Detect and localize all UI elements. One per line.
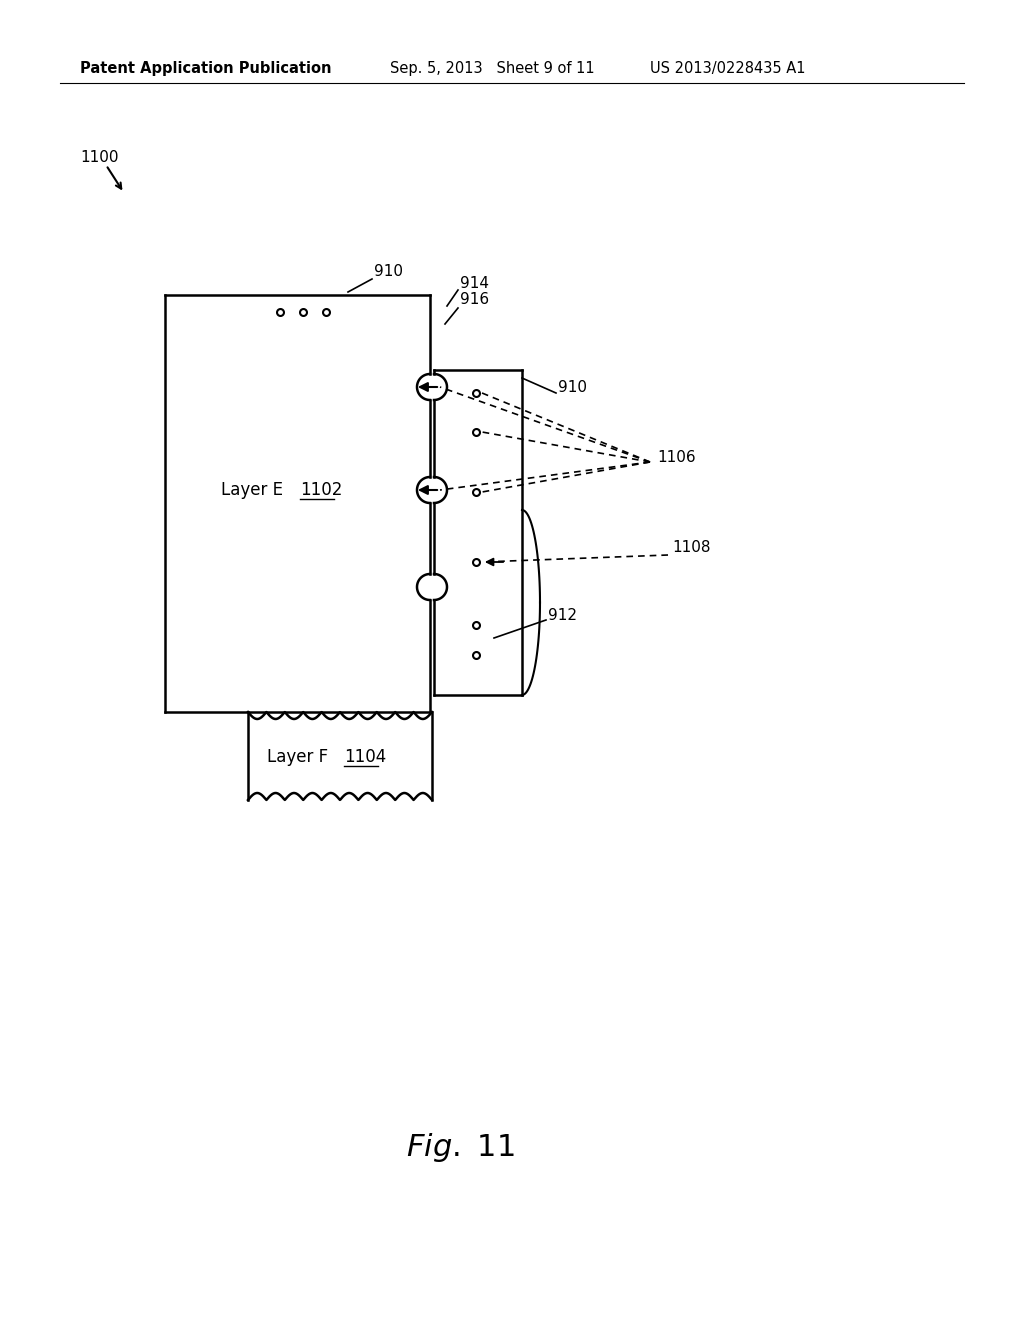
Text: Layer E: Layer E xyxy=(221,480,283,499)
Text: 910: 910 xyxy=(374,264,403,280)
Text: 1106: 1106 xyxy=(657,450,695,466)
Text: 1102: 1102 xyxy=(300,480,342,499)
Text: 1104: 1104 xyxy=(344,748,386,766)
Text: 916: 916 xyxy=(460,293,489,308)
Text: US 2013/0228435 A1: US 2013/0228435 A1 xyxy=(650,61,806,75)
Text: 1108: 1108 xyxy=(672,540,711,556)
Text: 910: 910 xyxy=(558,380,587,396)
Text: 912: 912 xyxy=(548,607,577,623)
Text: 1100: 1100 xyxy=(80,150,119,165)
Text: 914: 914 xyxy=(460,276,489,290)
Text: Layer F: Layer F xyxy=(267,748,329,766)
Text: Patent Application Publication: Patent Application Publication xyxy=(80,61,332,75)
Text: $\mathit{Fig.\ 11}$: $\mathit{Fig.\ 11}$ xyxy=(406,1131,514,1164)
Text: Sep. 5, 2013   Sheet 9 of 11: Sep. 5, 2013 Sheet 9 of 11 xyxy=(390,61,595,75)
